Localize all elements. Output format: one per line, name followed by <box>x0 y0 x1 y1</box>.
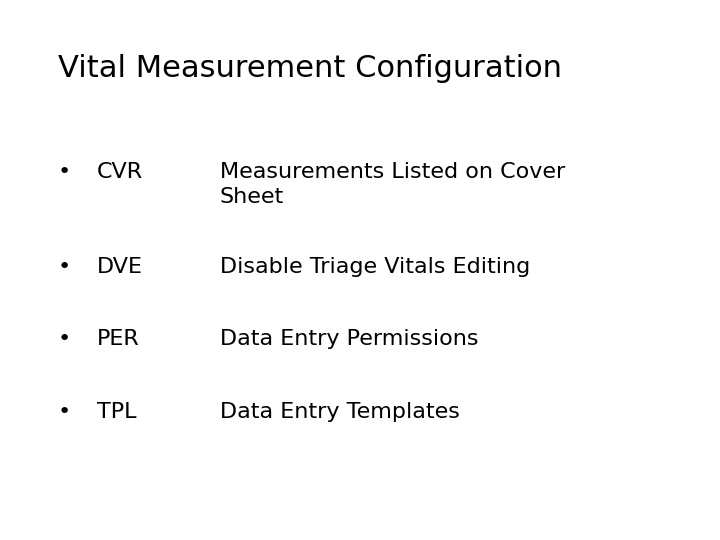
Text: •: • <box>58 162 71 182</box>
Text: Measurements Listed on Cover
Sheet: Measurements Listed on Cover Sheet <box>220 162 565 207</box>
Text: •: • <box>58 256 71 276</box>
Text: DVE: DVE <box>97 256 143 276</box>
Text: •: • <box>58 402 71 422</box>
Text: TPL: TPL <box>97 402 137 422</box>
Text: CVR: CVR <box>97 162 143 182</box>
Text: Data Entry Templates: Data Entry Templates <box>220 402 459 422</box>
Text: Data Entry Permissions: Data Entry Permissions <box>220 329 478 349</box>
Text: PER: PER <box>97 329 140 349</box>
Text: •: • <box>58 329 71 349</box>
Text: Disable Triage Vitals Editing: Disable Triage Vitals Editing <box>220 256 530 276</box>
Text: Vital Measurement Configuration: Vital Measurement Configuration <box>58 54 562 83</box>
